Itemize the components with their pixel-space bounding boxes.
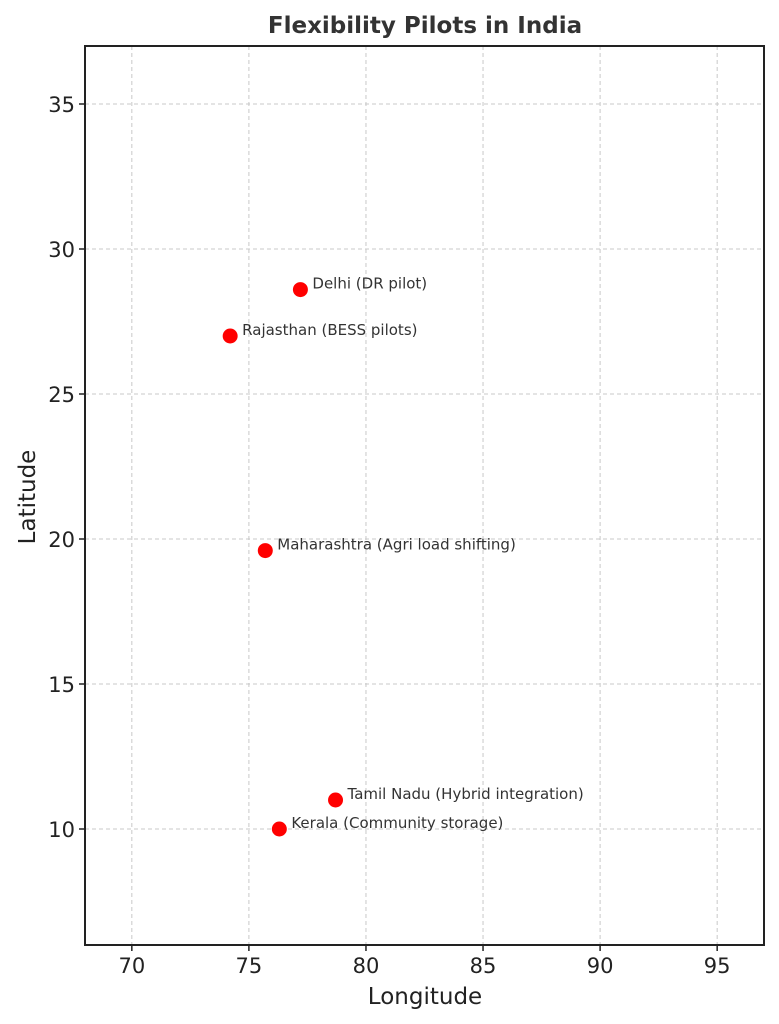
y-tick-label: 20 bbox=[48, 528, 75, 552]
data-point bbox=[271, 821, 287, 837]
y-axis-label: Latitude bbox=[15, 450, 41, 545]
data-point bbox=[328, 792, 344, 808]
y-tick-label: 35 bbox=[48, 93, 75, 117]
y-tick-label: 25 bbox=[48, 383, 75, 407]
data-point-label: Kerala (Community storage) bbox=[291, 814, 503, 832]
x-tick-label: 80 bbox=[353, 954, 380, 978]
tick-layer: 70 75 80 85 90 95 10 15 20 25 30 35 bbox=[48, 93, 730, 978]
x-tick-label: 90 bbox=[587, 954, 614, 978]
chart-title: Flexibility Pilots in India bbox=[268, 13, 582, 39]
x-tick-label: 95 bbox=[704, 954, 731, 978]
data-point-label: Delhi (DR pilot) bbox=[312, 275, 427, 293]
data-point bbox=[257, 543, 273, 559]
data-point bbox=[222, 328, 238, 344]
y-tick-label: 15 bbox=[48, 673, 75, 697]
y-tick-label: 30 bbox=[48, 238, 75, 262]
x-axis-label: Longitude bbox=[368, 984, 482, 1010]
x-tick-label: 85 bbox=[470, 954, 497, 978]
data-point-label: Rajasthan (BESS pilots) bbox=[242, 321, 417, 339]
plot-frame bbox=[84, 45, 765, 946]
point-layer: Delhi (DR pilot) Rajasthan (BESS pilots) M… bbox=[222, 275, 584, 837]
data-point bbox=[292, 282, 308, 298]
x-tick-label: 70 bbox=[118, 954, 145, 978]
x-tick-label: 75 bbox=[236, 954, 263, 978]
data-point-label: Tamil Nadu (Hybrid integration) bbox=[347, 785, 584, 803]
data-point-label: Maharashtra (Agri load shifting) bbox=[277, 536, 516, 554]
y-tick-label: 10 bbox=[48, 818, 75, 842]
grid-layer bbox=[85, 46, 764, 945]
